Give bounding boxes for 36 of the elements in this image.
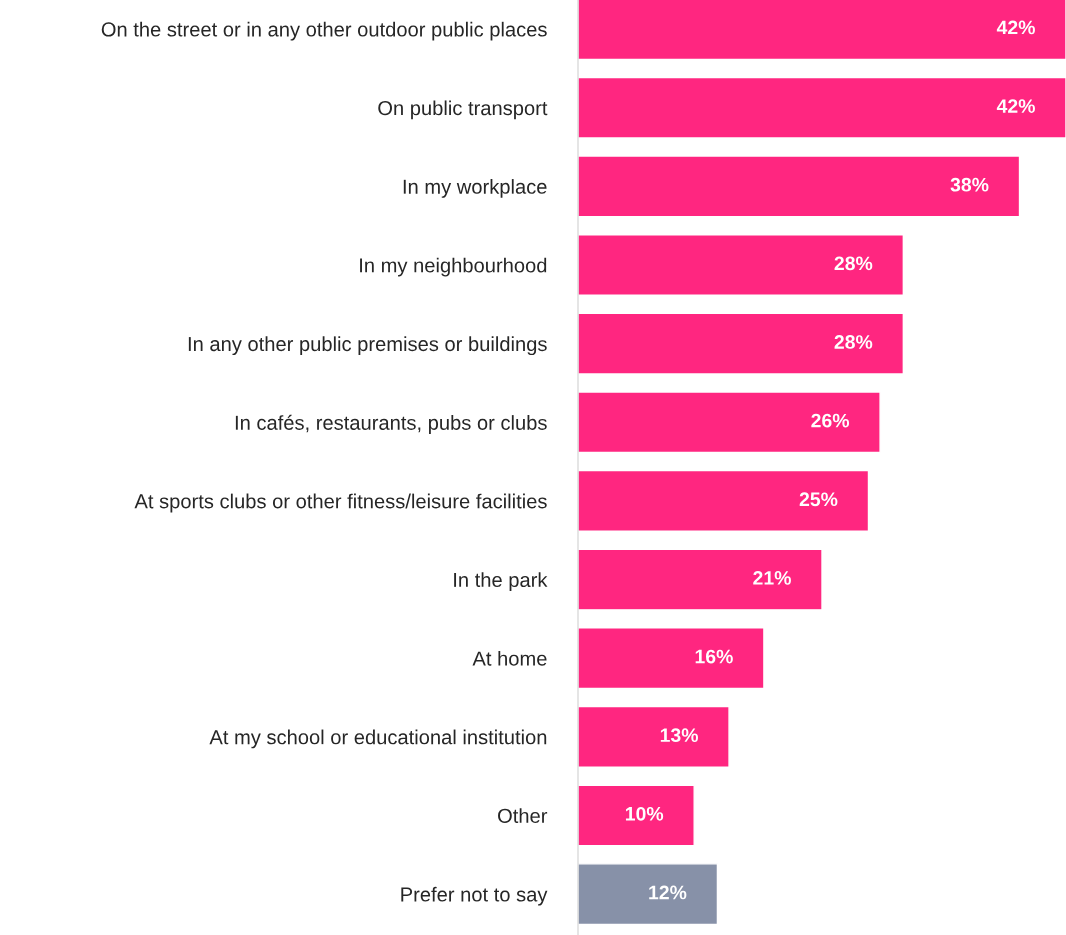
y-tick-label: On public transport [378, 100, 548, 120]
bar [578, 391, 881, 454]
bar [578, 863, 719, 926]
y-tick-label: In my neighbourhood [360, 257, 547, 277]
bar [578, 548, 823, 611]
y-tick-label: At home [472, 650, 547, 666]
bar [578, 627, 765, 690]
y-tick-label: In any other public premises or buildings [188, 336, 547, 356]
data-label: 21% [753, 571, 791, 585]
data-label: 42% [996, 99, 1035, 113]
data-label: 42% [996, 20, 1035, 35]
y-tick-label: On the street or in any other outdoor public places [101, 21, 547, 41]
data-label: 13% [660, 728, 699, 743]
data-label: 12% [649, 885, 687, 900]
bar [578, 784, 695, 847]
data-label: 10% [625, 806, 664, 821]
y-tick-label: At sports clubs or other fitness/leisure facilities [134, 493, 547, 513]
y-tick-label: Prefer not to say [401, 886, 548, 906]
bar [578, 705, 730, 768]
bar [578, 469, 870, 532]
bar [578, 0, 1066, 61]
bar [578, 76, 1066, 139]
y-tick-label: Other [498, 808, 548, 823]
data-label: 25% [799, 492, 838, 507]
data-label: 38% [950, 177, 989, 192]
bar [578, 312, 905, 375]
y-tick-label: At my school or educational institution [209, 729, 547, 749]
data-label: 28% [834, 256, 873, 271]
y-tick-label: In the park [454, 572, 548, 592]
data-label: 26% [811, 413, 850, 428]
y-tick-label: In my workplace [403, 179, 547, 198]
bar [578, 155, 1021, 218]
data-label: 28% [834, 335, 873, 349]
y-tick-label: In cafés, restaurants, pubs or clubs [235, 414, 547, 434]
data-label: 16% [695, 649, 733, 664]
bar [578, 234, 905, 296]
